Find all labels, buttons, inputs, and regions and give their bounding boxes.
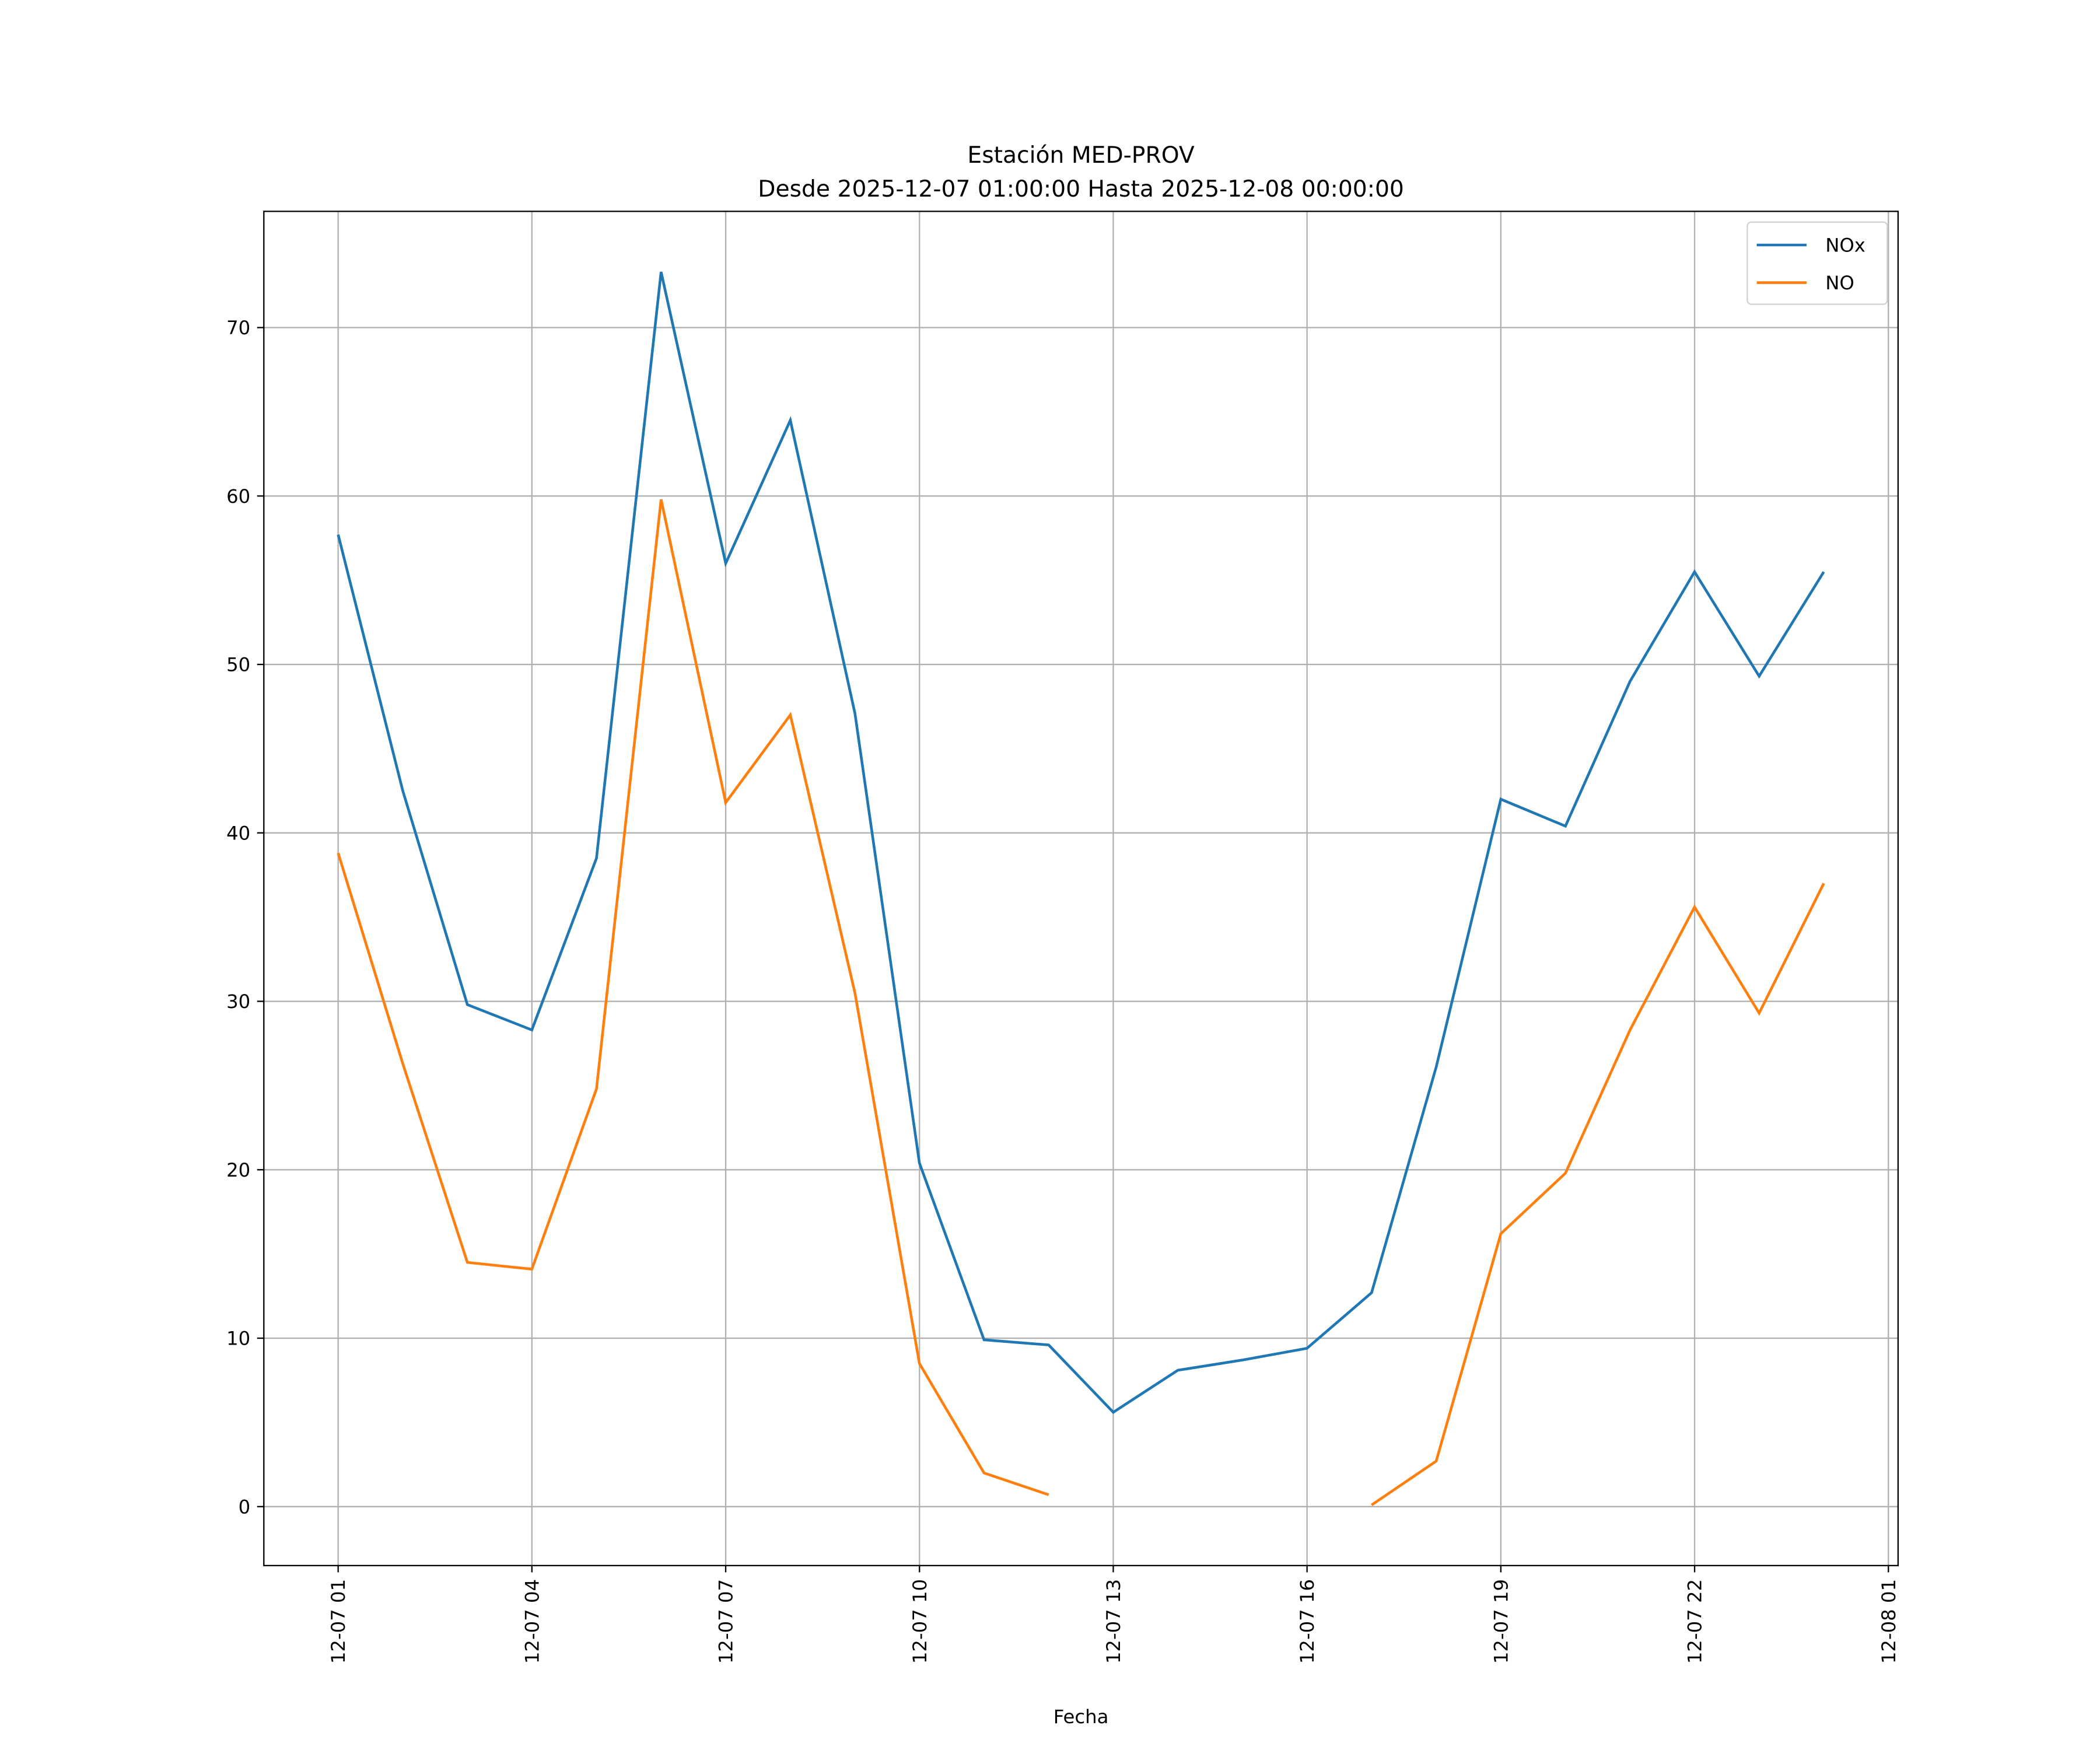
x-tick-label: 12-07 13 xyxy=(1102,1579,1125,1664)
series-lines xyxy=(337,271,1825,1506)
x-tick-label: 12-07 04 xyxy=(521,1579,543,1664)
chart-title: Estación MED-PROV xyxy=(967,142,1194,169)
y-tick-label: 0 xyxy=(239,1496,251,1518)
plot-frame xyxy=(263,211,1899,1566)
axis-ticks: 12-07 01 12-07 04 12-07 07 12-07 10 12-07 13… xyxy=(226,317,1900,1664)
x-tick-label: 12-07 16 xyxy=(1296,1579,1318,1664)
series-line-no xyxy=(337,499,1049,1496)
x-tick-label: 12-07 10 xyxy=(909,1579,931,1664)
y-tick-label: 60 xyxy=(226,485,250,508)
legend-label-nox: NOx xyxy=(1825,235,1866,257)
x-tick-label: 12-07 07 xyxy=(715,1579,737,1664)
series-line-no xyxy=(1371,883,1825,1506)
legend-label-no: NO xyxy=(1825,272,1854,294)
y-tick-label: 20 xyxy=(226,1159,250,1181)
y-tick-label: 70 xyxy=(226,317,250,339)
x-tick-label: 12-07 19 xyxy=(1490,1579,1512,1664)
y-tick-label: 30 xyxy=(226,991,250,1013)
series-line-nox xyxy=(337,271,1825,1414)
legend: NOx NO xyxy=(1746,221,1888,305)
x-tick-label: 12-07 01 xyxy=(327,1579,349,1664)
y-tick-label: 10 xyxy=(226,1328,250,1350)
chart-subtitle: Desde 2025-12-07 01:00:00 Hasta 2025-12-… xyxy=(758,176,1404,202)
grid xyxy=(264,211,1898,1566)
x-tick-label: 12-08 01 xyxy=(1878,1579,1900,1664)
y-tick-label: 40 xyxy=(226,822,250,844)
x-axis-label: Fecha xyxy=(1054,1706,1109,1728)
y-tick-label: 50 xyxy=(226,654,250,676)
x-tick-label: 12-07 22 xyxy=(1684,1579,1706,1664)
